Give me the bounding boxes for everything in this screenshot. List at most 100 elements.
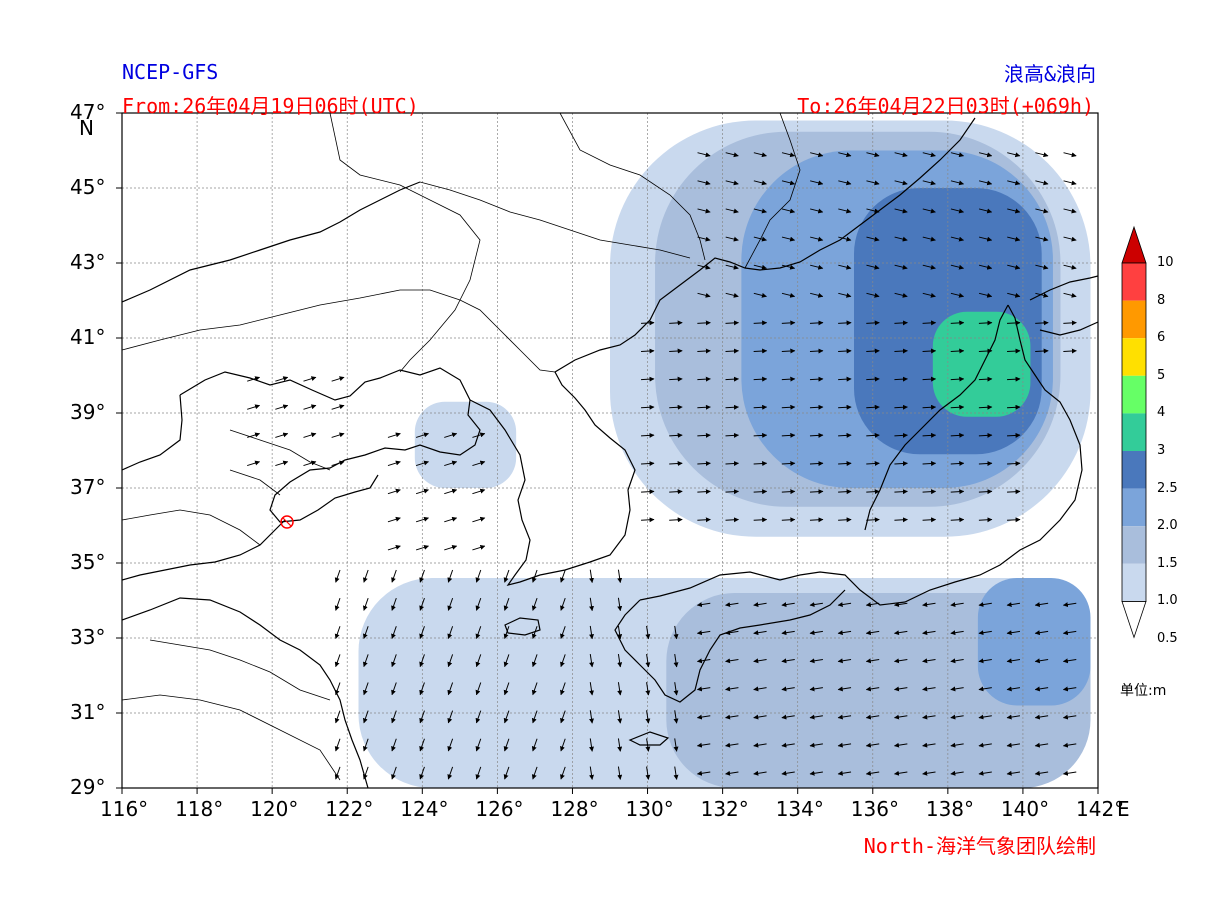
lon-tick-label: 128° xyxy=(550,797,599,821)
wave-direction-arrow xyxy=(865,658,880,664)
wave-direction-arrow xyxy=(669,461,683,467)
wave-direction-arrow xyxy=(641,517,655,523)
admin-borders xyxy=(122,113,801,781)
wave-direction-arrow xyxy=(362,738,369,752)
wave-direction-arrow xyxy=(472,460,486,467)
wave-direction-arrow xyxy=(447,682,454,696)
wave-direction-arrow xyxy=(725,517,739,523)
wave-direction-arrow xyxy=(1006,714,1021,720)
wave-direction-arrow xyxy=(669,489,683,495)
wave-direction-arrow xyxy=(781,376,796,382)
wave-direction-arrow xyxy=(669,348,683,354)
wave-direction-arrow xyxy=(503,626,510,639)
wave-direction-arrow xyxy=(725,376,739,382)
colorbar-extend-bottom xyxy=(1121,601,1147,639)
wave-direction-arrow xyxy=(1007,180,1021,186)
wave-direction-arrow xyxy=(978,320,993,326)
wave-direction-arrow xyxy=(475,766,482,780)
wave-direction-arrow xyxy=(865,714,880,720)
wave-direction-arrow xyxy=(781,320,796,326)
wave-direction-arrow xyxy=(696,770,711,776)
wave-direction-arrow xyxy=(1007,236,1021,242)
wave-direction-arrow xyxy=(560,569,566,583)
colorbar-label: 10 xyxy=(1157,255,1174,270)
wave-direction-arrow xyxy=(696,686,711,692)
wave-direction-arrow xyxy=(950,714,964,720)
wave-direction-arrow xyxy=(697,432,711,438)
wave-direction-arrow xyxy=(781,770,795,776)
wave-direction-arrow xyxy=(673,625,679,640)
wave-direction-arrow xyxy=(894,630,908,636)
wave-direction-arrow xyxy=(950,348,965,354)
wave-direction-arrow xyxy=(753,517,768,523)
wave-direction-arrow xyxy=(475,738,482,752)
wave-direction-arrow xyxy=(838,208,852,214)
wave-direction-arrow xyxy=(838,264,852,270)
wave-direction-arrow xyxy=(753,376,768,382)
wave-direction-arrow xyxy=(331,376,345,382)
wave-direction-arrow xyxy=(781,208,796,214)
wave-direction-arrow xyxy=(387,488,401,495)
wave-direction-arrow xyxy=(475,654,482,668)
wave-direction-arrow xyxy=(922,348,937,354)
wave-direction-arrow xyxy=(922,517,937,523)
wave-direction-arrow xyxy=(978,686,992,692)
wave-direction-arrow xyxy=(696,630,711,636)
wave-direction-arrow xyxy=(753,264,767,270)
wave-direction-arrow xyxy=(894,208,908,214)
wave-direction-arrow xyxy=(894,686,908,692)
wave-direction-arrow xyxy=(837,686,852,692)
wave-direction-arrow xyxy=(589,738,594,752)
wave-direction-arrow xyxy=(1007,404,1021,410)
wave-direction-arrow xyxy=(838,517,852,523)
wave-direction-arrow xyxy=(391,682,397,696)
wave-direction-arrow xyxy=(866,236,880,242)
wave-direction-arrow xyxy=(753,461,768,467)
wave-direction-arrow xyxy=(560,654,566,668)
wave-direction-arrow xyxy=(978,376,993,382)
colorbar-label: 2.0 xyxy=(1157,518,1178,534)
wave-direction-arrow xyxy=(617,569,623,584)
wave-direction-arrow xyxy=(641,404,655,410)
tick-marks xyxy=(116,112,1099,794)
wave-direction-arrow xyxy=(362,682,369,696)
wave-direction-arrow xyxy=(838,348,852,354)
wave-direction-arrow xyxy=(809,517,824,523)
wave-direction-arrow xyxy=(673,710,679,724)
wave-direction-arrow xyxy=(922,714,936,720)
wave-direction-arrow xyxy=(1034,602,1049,608)
wave-direction-arrow xyxy=(334,738,341,752)
wave-direction-arrow xyxy=(838,152,852,158)
wave-direction-arrow xyxy=(503,654,510,668)
wave-direction-arrow xyxy=(641,376,655,382)
wave-direction-arrow xyxy=(837,742,852,748)
wave-direction-arrow xyxy=(1035,264,1049,270)
wave-direction-arrow xyxy=(669,376,683,382)
wave-direction-arrow xyxy=(950,432,965,438)
wave-direction-arrow xyxy=(560,682,566,696)
lon-tick-label: 134° xyxy=(775,797,824,821)
wave-direction-arrow xyxy=(1035,152,1049,158)
wave-direction-arrow xyxy=(447,597,454,611)
wave-direction-arrow xyxy=(866,489,880,495)
wave-direction-arrow xyxy=(922,770,936,776)
wave-direction-arrow xyxy=(419,597,425,611)
wave-direction-arrow xyxy=(781,714,795,720)
wave-direction-arrow xyxy=(950,489,965,495)
wave-direction-arrow xyxy=(475,626,482,639)
wave-direction-arrow xyxy=(725,152,739,158)
wave-direction-arrow xyxy=(531,682,538,696)
wave-direction-arrow xyxy=(1062,742,1077,748)
wave-direction-arrow xyxy=(978,461,993,467)
location-marker xyxy=(280,515,294,529)
wave-direction-arrow xyxy=(1007,208,1021,214)
wave-direction-arrow xyxy=(922,404,937,410)
wave-direction-arrow xyxy=(950,742,964,748)
wave-direction-arrow xyxy=(415,488,429,495)
wave-direction-arrow xyxy=(810,292,824,298)
wave-direction-arrow xyxy=(838,404,852,410)
wave-direction-arrow xyxy=(475,569,482,583)
wave-direction-arrow xyxy=(725,432,739,438)
wave-direction-arrow xyxy=(362,710,369,724)
wave-direction-arrow xyxy=(1006,686,1021,692)
